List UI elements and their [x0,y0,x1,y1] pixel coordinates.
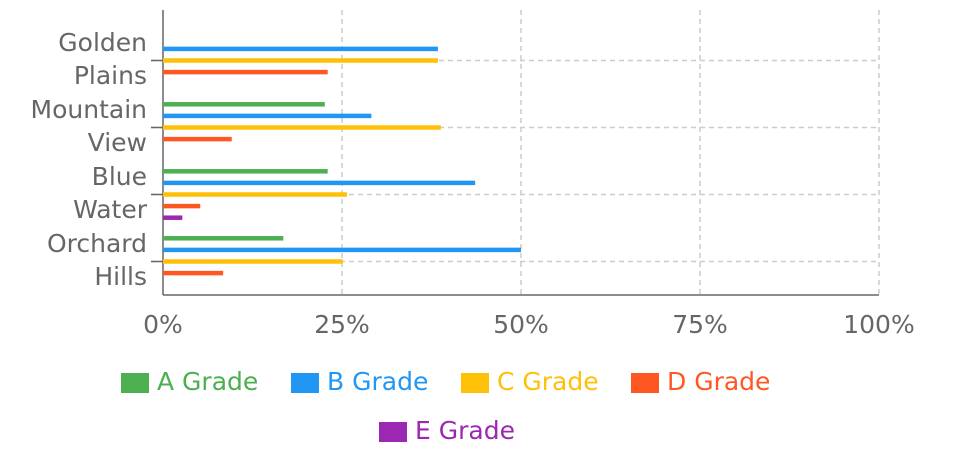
legend-swatch [461,373,489,393]
legend-label: C Grade [497,367,599,396]
y-tick-label: Blue Water [73,162,148,224]
x-tick-label: 100% [843,310,914,339]
x-tick-label: 75% [672,310,728,339]
bar [163,180,476,186]
x-tick-label: 0% [143,310,183,339]
y-tick-label: Orchard Hills [47,229,147,291]
legend-label: B Grade [327,367,428,396]
legend-swatch [379,422,407,442]
x-tick-label: 25% [314,310,370,339]
legend-swatch [121,373,149,393]
bar [163,169,328,174]
bar [163,46,438,52]
bar [163,203,201,209]
bar [163,192,348,197]
bar [163,215,183,220]
bar [163,125,441,130]
y-tick-label: Golden Plains [58,28,147,90]
bar [163,236,284,241]
x-tick-label: 50% [493,310,549,339]
bar [163,113,372,119]
legend-swatch [291,373,319,393]
bar [163,58,438,63]
legend-label: A Grade [157,367,258,396]
legend-swatch [631,373,659,393]
bar [163,102,325,107]
legend-label: E Grade [415,416,515,445]
bar [163,259,343,264]
bar [163,69,328,75]
y-tick-label: Mountain View [31,95,147,157]
bar [163,270,224,276]
legend-label: D Grade [667,367,770,396]
bar [163,247,521,253]
bar [163,136,232,142]
